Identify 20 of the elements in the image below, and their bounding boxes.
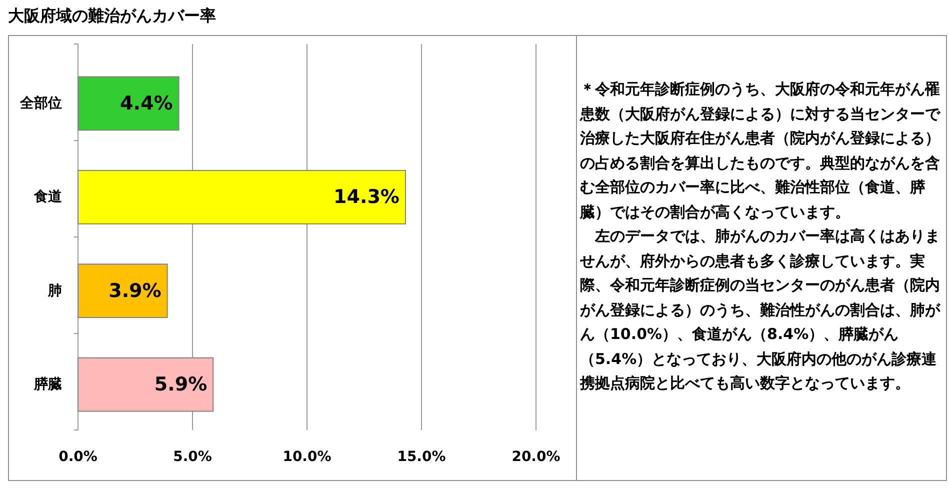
- chart-title: 大阪府域の難治がんカバー率: [8, 6, 216, 25]
- x-tick-label: 20.0%: [512, 449, 560, 465]
- x-tick-label: 15.0%: [397, 449, 446, 465]
- y-tick-label: 肺: [47, 282, 62, 299]
- x-tick-label: 10.0%: [282, 449, 332, 465]
- bar: [78, 170, 406, 224]
- bar: [78, 264, 168, 318]
- y-tick-label: 食道: [33, 189, 63, 206]
- x-tick-label: 5.0%: [173, 449, 212, 465]
- data-label: 3.9%: [108, 280, 162, 302]
- data-label: 5.9%: [154, 374, 208, 396]
- y-tick-label: 全部位: [19, 94, 62, 112]
- y-tick-label: 膵臓: [33, 376, 62, 393]
- bar: [78, 76, 180, 131]
- data-label: 14.3%: [334, 186, 400, 208]
- x-tick-label: 0.0%: [58, 449, 98, 465]
- text: ＊令和元年診断症例のうち、大阪府の令和元年がん罹患数（大阪府がん登録による）に対する当センターで治療した大阪府在住がん患者（院内がん登録による）の占める割合を算出したものです。典型的ながんを含む全部位のカバー率に比べ、難治性部位（食道、膵臓）ではその割合が高くなっています。: [580, 79, 940, 222]
- data-label: 4.4%: [120, 92, 173, 114]
- bar: [78, 357, 214, 412]
- text: 左のデータでは、肺がんのカバー率は高くはありませんが、府外からの患者も多く診療しています。実際、令和元年診断症例の当センターのがん患者（院内がん登録による）のうち、難治性がんの割合は、肺がん（10.0%）、食道がん（8.4%）、膵臓がん（5.4%）となっており、大阪府内の他のがん診療連携拠点病院と比べても高い数字となっています。: [580, 226, 940, 394]
